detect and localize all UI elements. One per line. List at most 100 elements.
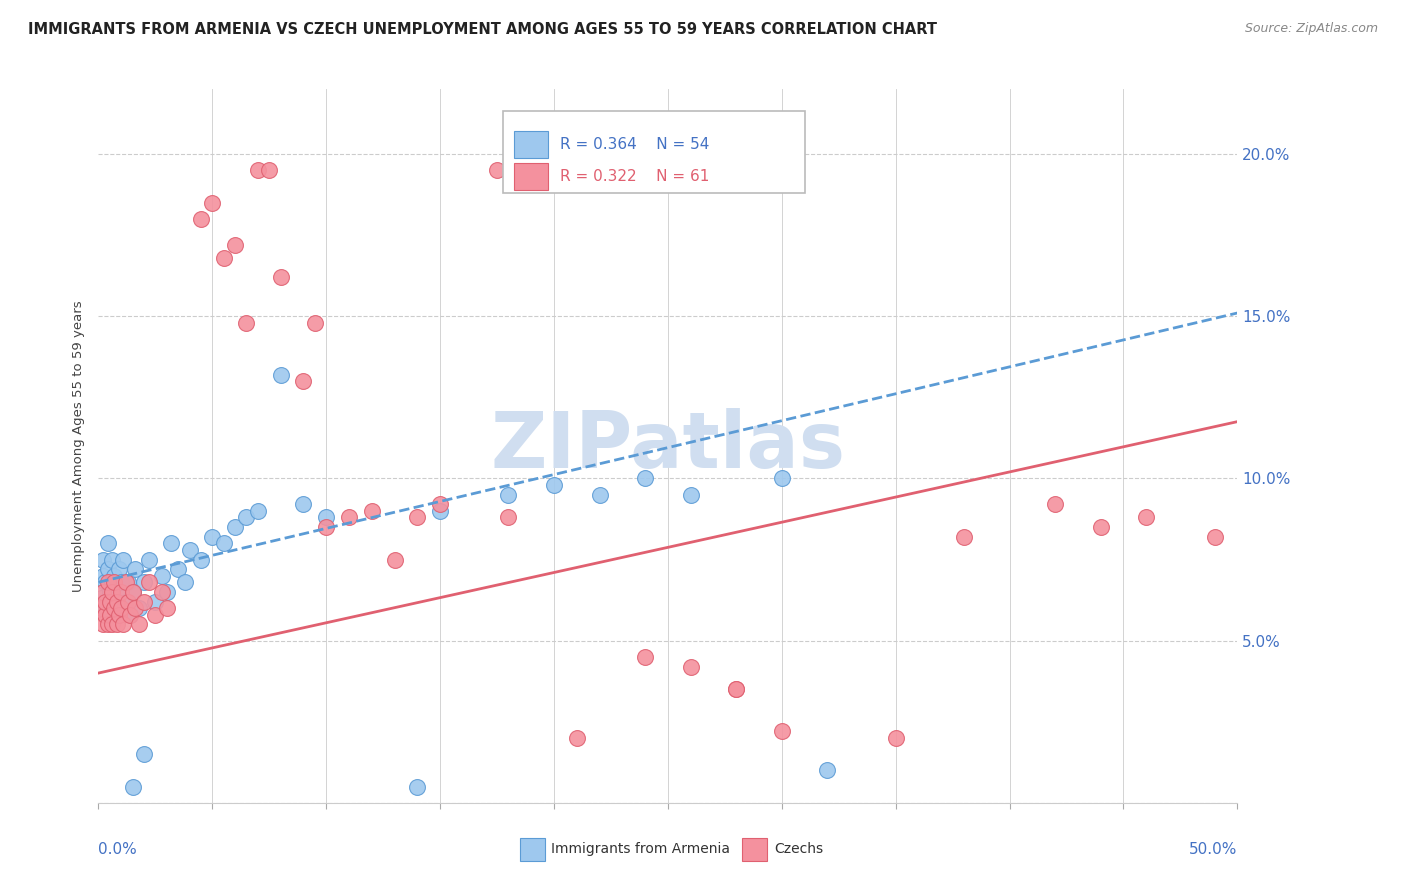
Point — [145, 595, 167, 609]
Text: IMMIGRANTS FROM ARMENIA VS CZECH UNEMPLOYMENT AMONG AGES 55 TO 59 YEARS CORRELAT: IMMIGRANTS FROM ARMENIA VS CZECH UNEMPLO… — [28, 22, 938, 37]
Point — [91, 617, 114, 632]
Point — [114, 595, 136, 609]
Point — [498, 488, 520, 502]
Point — [201, 195, 224, 210]
Point — [128, 617, 150, 632]
Text: ZIPatlas: ZIPatlas — [491, 408, 845, 484]
Point — [1204, 530, 1226, 544]
Point — [150, 568, 173, 582]
Point — [128, 601, 150, 615]
Point — [429, 504, 451, 518]
Point — [94, 607, 117, 622]
Point — [270, 270, 292, 285]
Point — [406, 510, 429, 524]
Point — [90, 601, 112, 615]
Point — [406, 780, 429, 794]
Point — [190, 211, 212, 226]
Point — [96, 562, 118, 576]
Point — [235, 316, 257, 330]
Point — [884, 731, 907, 745]
Point — [292, 497, 315, 511]
Point — [101, 617, 124, 632]
Point — [121, 780, 143, 794]
Point — [91, 568, 114, 582]
Point — [96, 536, 118, 550]
Point — [90, 591, 112, 606]
Point — [138, 575, 160, 590]
Point — [105, 607, 128, 622]
Point — [94, 601, 117, 615]
Point — [725, 682, 748, 697]
Point — [101, 585, 124, 599]
Point — [124, 601, 146, 615]
Point — [112, 552, 135, 566]
Point — [132, 747, 155, 761]
Point — [101, 552, 124, 566]
Point — [770, 724, 793, 739]
Point — [953, 530, 976, 544]
Point — [110, 601, 132, 615]
Point — [110, 575, 132, 590]
Point — [360, 504, 382, 518]
Point — [121, 585, 143, 599]
Point — [174, 575, 197, 590]
Point — [770, 471, 793, 485]
Point — [114, 575, 136, 590]
Point — [679, 488, 702, 502]
Point — [124, 562, 146, 576]
Point — [96, 575, 118, 590]
Point — [94, 575, 117, 590]
Point — [145, 607, 167, 622]
Point — [543, 478, 565, 492]
Point — [150, 585, 173, 599]
Point — [105, 585, 128, 599]
Point — [91, 552, 114, 566]
Point — [725, 682, 748, 697]
Point — [103, 575, 125, 590]
Point — [120, 607, 142, 622]
Point — [179, 542, 201, 557]
Point — [98, 585, 121, 599]
Point — [224, 238, 246, 252]
Point — [212, 251, 235, 265]
Point — [259, 163, 281, 178]
Point — [103, 601, 125, 615]
Point — [156, 601, 179, 615]
Point — [103, 568, 125, 582]
Point — [531, 163, 554, 178]
Point — [1135, 510, 1157, 524]
FancyBboxPatch shape — [515, 162, 548, 190]
Point — [132, 575, 155, 590]
Text: 50.0%: 50.0% — [1189, 842, 1237, 857]
FancyBboxPatch shape — [515, 131, 548, 159]
Point — [156, 585, 179, 599]
Point — [212, 536, 235, 550]
Point — [292, 374, 315, 388]
Y-axis label: Unemployment Among Ages 55 to 59 years: Unemployment Among Ages 55 to 59 years — [72, 301, 86, 591]
Point — [486, 163, 509, 178]
Point — [498, 510, 520, 524]
Point — [98, 607, 121, 622]
Point — [132, 595, 155, 609]
Point — [94, 595, 117, 609]
Text: Czechs: Czechs — [773, 842, 823, 856]
Point — [105, 595, 128, 609]
FancyBboxPatch shape — [742, 838, 766, 861]
Point — [108, 562, 131, 576]
Text: R = 0.364    N = 54: R = 0.364 N = 54 — [560, 137, 709, 153]
Text: Source: ZipAtlas.com: Source: ZipAtlas.com — [1244, 22, 1378, 36]
Point — [224, 520, 246, 534]
Point — [1090, 520, 1112, 534]
Point — [588, 488, 610, 502]
Point — [190, 552, 212, 566]
Point — [337, 510, 360, 524]
Point — [121, 585, 143, 599]
Point — [315, 520, 337, 534]
Point — [235, 510, 257, 524]
FancyBboxPatch shape — [520, 838, 546, 861]
Point — [112, 617, 135, 632]
Point — [110, 601, 132, 615]
Point — [120, 607, 142, 622]
Text: 0.0%: 0.0% — [98, 842, 138, 857]
Point — [167, 562, 190, 576]
